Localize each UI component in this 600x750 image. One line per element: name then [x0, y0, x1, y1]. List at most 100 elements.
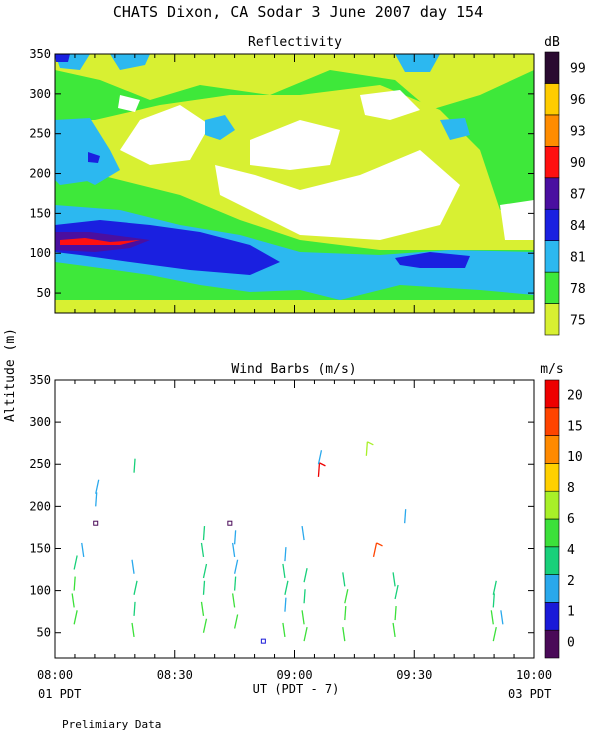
colorbar-label: 75: [570, 313, 586, 328]
colorbar-swatch: [544, 379, 560, 409]
wind-barb: [492, 593, 495, 608]
colorbar-swatch: [544, 114, 560, 147]
y-tick-label: 50: [37, 286, 51, 300]
wind-barb: [133, 601, 136, 616]
wind-barb: [344, 606, 347, 621]
x-tick-label: 10:00: [516, 668, 552, 682]
wind-barb: [73, 610, 78, 625]
wind-barb: [563, 619, 564, 633]
colorbar-swatch: [544, 546, 560, 575]
colorbar-swatch: [544, 240, 560, 273]
wind-barb: [233, 559, 239, 574]
wind-barb: [563, 560, 564, 574]
wind-barb: [392, 622, 396, 638]
colorbar-label: 8: [567, 481, 575, 496]
colorbar-label: 10: [567, 450, 583, 465]
colorbar-label: 84: [570, 219, 586, 234]
colorbar-label: 0: [567, 636, 575, 651]
wind-barb: [131, 559, 135, 574]
colorbar-swatch: [544, 407, 560, 436]
colorbar-swatch: [544, 271, 560, 304]
contour-blue-spot2: [440, 118, 470, 140]
wind-barb: [561, 577, 563, 591]
wind-barb: [492, 580, 497, 595]
x-tick-label: 09:00: [276, 668, 312, 682]
wind-barb: [233, 530, 237, 545]
wind-barb: [95, 492, 98, 507]
colorbar-label: 2: [567, 574, 575, 589]
wind-barb: [71, 593, 75, 608]
wind-barb-flag: [247, 358, 253, 361]
wind-barb: [303, 568, 308, 583]
wind-barb: [392, 572, 396, 587]
x-tick-label: 08:00: [37, 668, 73, 682]
wind-barb: [317, 450, 323, 465]
colorbar-label: 20: [567, 388, 583, 403]
wind-barb: [394, 606, 397, 621]
reflectivity-axes: 50 100 150 200 250 300 350: [29, 47, 535, 313]
footer-note: Prelimiary Data: [62, 718, 161, 731]
date-right-label: 03 PDT: [508, 687, 551, 701]
colorbar-label: 78: [570, 282, 586, 297]
wind-barb: [282, 563, 286, 579]
contour-white-1: [120, 105, 210, 165]
wind-barb: [95, 479, 100, 494]
wind-barb: [200, 542, 205, 558]
figure-title: CHATS Dixon, CA Sodar 3 June 2007 day 15…: [113, 3, 483, 21]
wind-barb: [233, 614, 239, 629]
wind-barb-plot: [71, 358, 591, 644]
y-tick-label: 50: [37, 626, 51, 640]
wind-barb: [73, 555, 78, 570]
wind-barb: [342, 627, 346, 642]
wind-barb: [342, 572, 346, 587]
wind-barb: [133, 458, 136, 473]
wind-barb: [372, 542, 378, 558]
wind-barb: [500, 610, 504, 625]
wind-barb: [133, 580, 138, 595]
wind-barb-flag: [585, 379, 591, 382]
wind-barb: [284, 580, 289, 595]
colorbar-label: 1: [567, 605, 575, 620]
wind-barb-flag: [367, 441, 374, 446]
wind-barb: [282, 622, 286, 638]
colorbar-swatch: [544, 435, 560, 464]
reflectivity-colorbar: 75 78 81 84 87 90 93 96 99: [544, 51, 586, 336]
contour-white-6: [118, 95, 140, 112]
wind-barb: [492, 627, 497, 642]
colorbar-swatch: [544, 602, 560, 631]
contour-white-2: [250, 120, 340, 170]
wind-barb: [233, 576, 237, 591]
calm-marker: [93, 520, 99, 526]
contour-darkblue-top: [55, 54, 70, 62]
contour-blue-top3: [395, 54, 440, 72]
colorbar-swatch: [544, 490, 560, 520]
wind-barb: [301, 525, 305, 541]
contour-blue-top2: [110, 54, 150, 70]
colorbar-label: 93: [570, 125, 586, 140]
wind-barb: [131, 622, 135, 638]
colorbar-label: 15: [567, 419, 583, 434]
wind-barb: [200, 601, 205, 616]
contour-white-4: [215, 150, 460, 240]
colorbar-label: 99: [570, 62, 586, 77]
x-axis-label: UT (PDT - 7): [253, 682, 340, 696]
wind-frame: [54, 379, 535, 659]
contour-white-5: [500, 200, 534, 240]
x-tick-label: 09:30: [396, 668, 432, 682]
y-tick-label: 350: [29, 47, 51, 61]
wind-barb: [231, 593, 236, 608]
colorbar-label: 81: [570, 250, 586, 265]
y-tick-label: 150: [29, 541, 51, 555]
y-tick-label: 250: [29, 127, 51, 141]
wind-barb: [404, 509, 407, 524]
colorbar-swatch: [544, 51, 560, 84]
wind-barb: [284, 547, 287, 562]
wind-barbs-title: Wind Barbs (m/s): [231, 362, 356, 377]
y-tick-label: 150: [29, 206, 51, 220]
y-tick-label: 200: [29, 167, 51, 181]
colorbar-swatch: [544, 83, 560, 116]
wind-barb: [202, 563, 208, 579]
wind-barb: [202, 618, 208, 633]
wind-barb: [394, 584, 399, 600]
wind-barb: [563, 593, 566, 607]
